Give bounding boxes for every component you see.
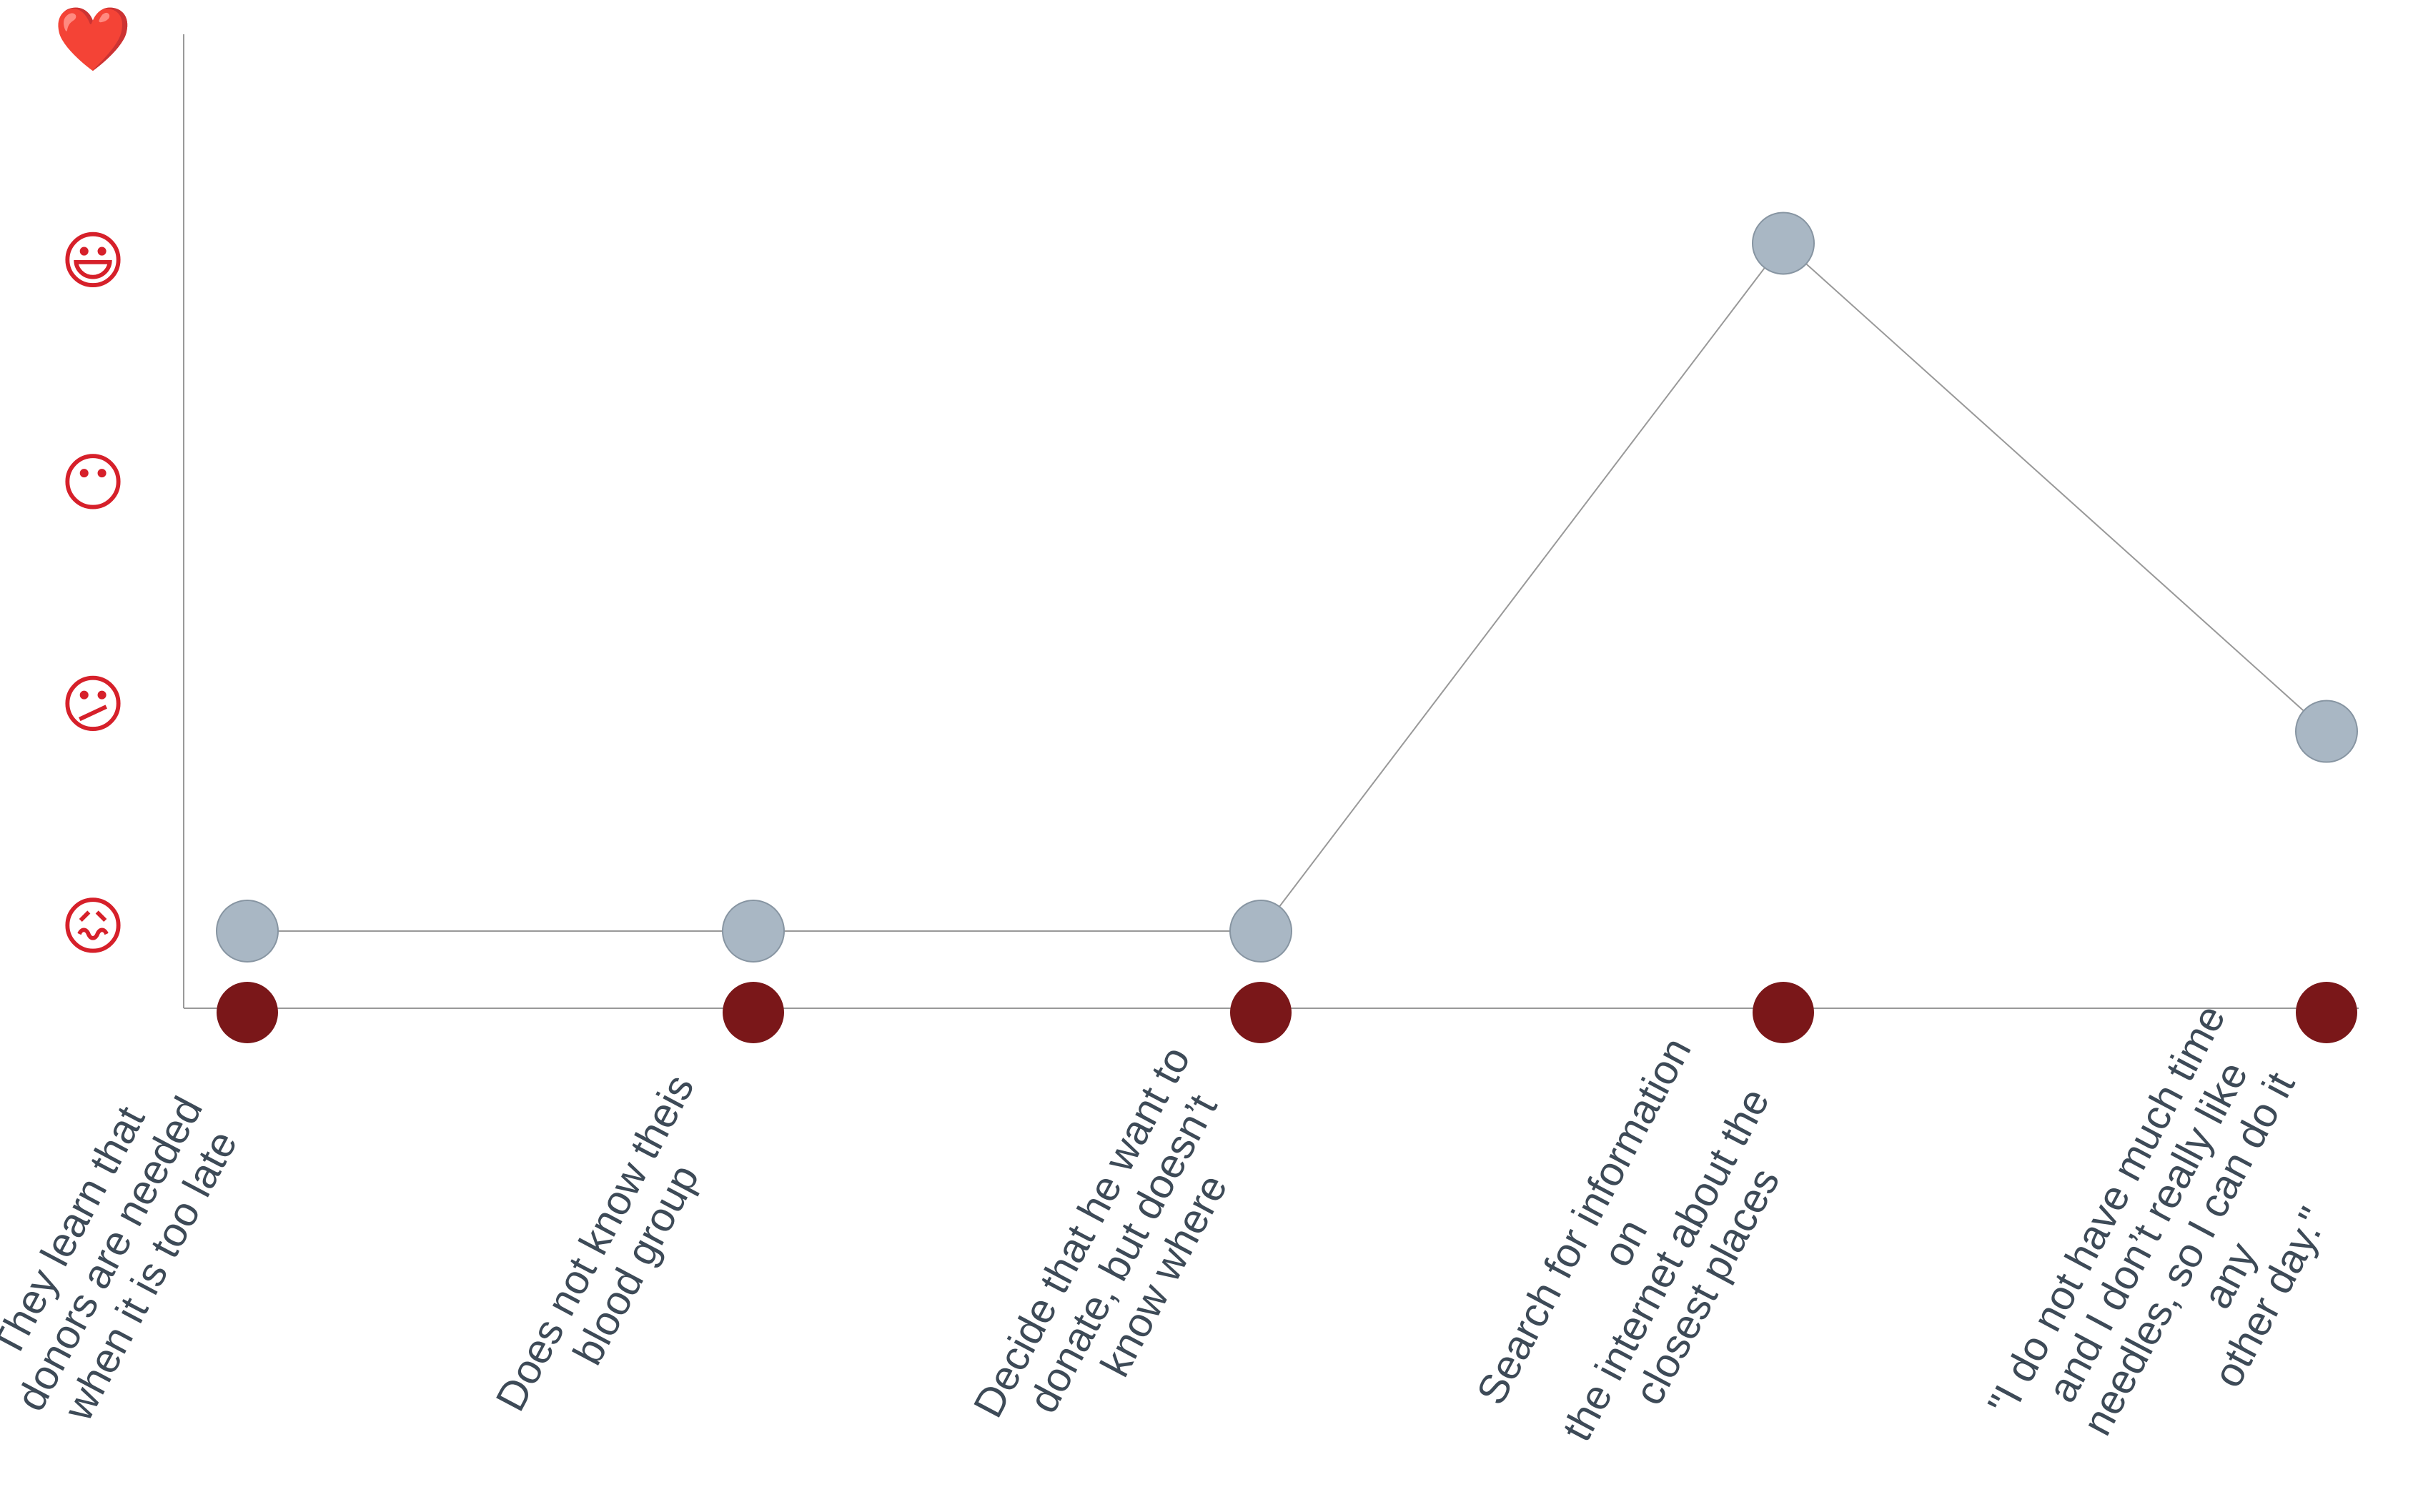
- step-marker: [1753, 982, 1814, 1043]
- y-tick-label: 😃: [60, 224, 126, 297]
- step-marker: [217, 982, 278, 1043]
- step-marker: [2296, 982, 2357, 1043]
- y-tick-label: 😕: [60, 667, 126, 741]
- y-tick-label: ❤️: [54, 2, 132, 76]
- data-point: [722, 900, 785, 963]
- data-point: [1752, 212, 1815, 275]
- step-marker: [1230, 982, 1292, 1043]
- y-tick-label: 😶: [60, 446, 126, 519]
- y-tick-label: 😖: [60, 890, 126, 963]
- data-point: [2295, 700, 2358, 763]
- series-line: [247, 242, 2327, 932]
- step-marker: [723, 982, 784, 1043]
- data-point: [216, 900, 279, 963]
- data-point: [1229, 900, 1292, 963]
